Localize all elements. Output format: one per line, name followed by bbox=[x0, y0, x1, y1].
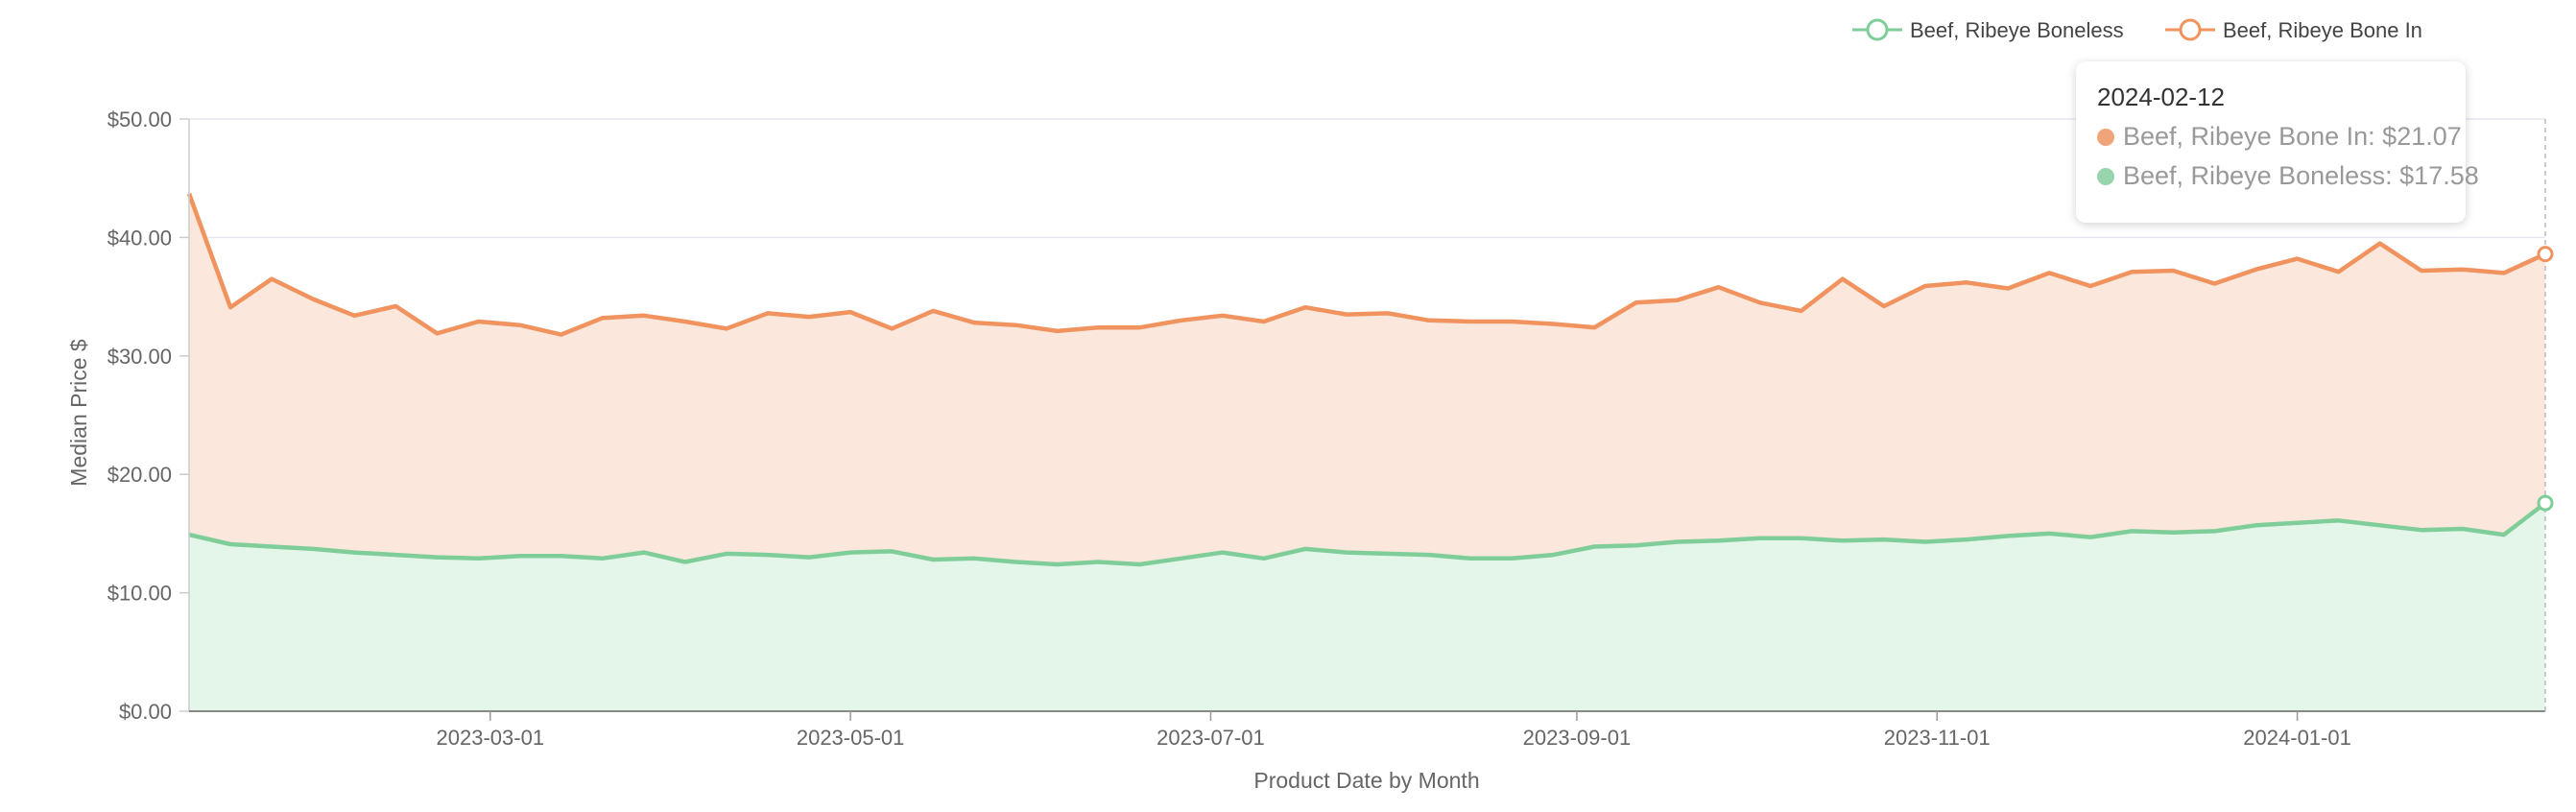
x-axis-title: Product Date by Month bbox=[1253, 768, 1479, 793]
tooltip-row-bone-in: Beef, Ribeye Bone In: $21.07 bbox=[2097, 122, 2462, 152]
x-tick-label: 2023-09-01 bbox=[1523, 726, 1632, 750]
y-axis-title: Median Price $ bbox=[66, 339, 91, 487]
x-tick-label: 2023-07-01 bbox=[1157, 726, 1265, 750]
y-tick-label: $30.00 bbox=[107, 345, 172, 369]
tooltip-row-label: Beef, Ribeye Boneless: $17.58 bbox=[2123, 161, 2479, 190]
x-tick-label: 2024-01-01 bbox=[2243, 726, 2351, 750]
series-areas bbox=[189, 193, 2545, 711]
y-tick-label: $0.00 bbox=[119, 700, 172, 724]
x-tick-label: 2023-03-01 bbox=[437, 726, 545, 750]
x-axis-ticks: 2023-03-01 2023-05-01 2023-07-01 2023-09-01… bbox=[437, 711, 2351, 750]
y-tick-label: $10.00 bbox=[107, 582, 172, 606]
y-tick-label: $50.00 bbox=[107, 107, 172, 131]
x-tick-label: 2023-11-01 bbox=[1884, 726, 1991, 750]
legend-swatch-marker bbox=[1866, 18, 1889, 41]
tooltip-row-label: Beef, Ribeye Bone In: $21.07 bbox=[2123, 122, 2462, 151]
x-tick-label: 2023-05-01 bbox=[797, 726, 905, 750]
tooltip-title: 2024-02-12 bbox=[2097, 83, 2225, 111]
legend: Beef, Ribeye Boneless Beef, Ribeye Bone … bbox=[1852, 18, 2422, 42]
legend-item-ribeye-bone-in[interactable]: Beef, Ribeye Bone In bbox=[2165, 18, 2422, 42]
series-lines bbox=[186, 192, 2547, 567]
hover-markers bbox=[2537, 119, 2554, 711]
axes bbox=[188, 119, 2545, 712]
legend-label: Beef, Ribeye Boneless bbox=[1910, 18, 2124, 42]
legend-label: Beef, Ribeye Bone In bbox=[2223, 18, 2422, 42]
hover-point-0[interactable] bbox=[2537, 494, 2554, 512]
y-axis-ticks: $0.00 $10.00 $20.00 $30.00 $40.00 $50.00 bbox=[107, 107, 189, 724]
legend-swatch-marker bbox=[2179, 18, 2202, 41]
y-tick-label: $40.00 bbox=[107, 226, 172, 250]
y-tick-label: $20.00 bbox=[107, 463, 172, 487]
hover-point-1[interactable] bbox=[2537, 246, 2554, 263]
legend-item-ribeye-boneless[interactable]: Beef, Ribeye Boneless bbox=[1852, 18, 2124, 42]
tooltip-row-boneless: Beef, Ribeye Boneless: $17.58 bbox=[2097, 161, 2479, 191]
series-line-0[interactable] bbox=[188, 501, 2547, 567]
series-area-0 bbox=[189, 503, 2545, 711]
tooltip-dot-icon bbox=[2097, 128, 2114, 146]
series-line-1[interactable] bbox=[186, 192, 2546, 337]
tooltip: 2024-02-12 Beef, Ribeye Bone In: $21.07 … bbox=[2076, 61, 2479, 223]
tooltip-dot-icon bbox=[2097, 167, 2114, 185]
